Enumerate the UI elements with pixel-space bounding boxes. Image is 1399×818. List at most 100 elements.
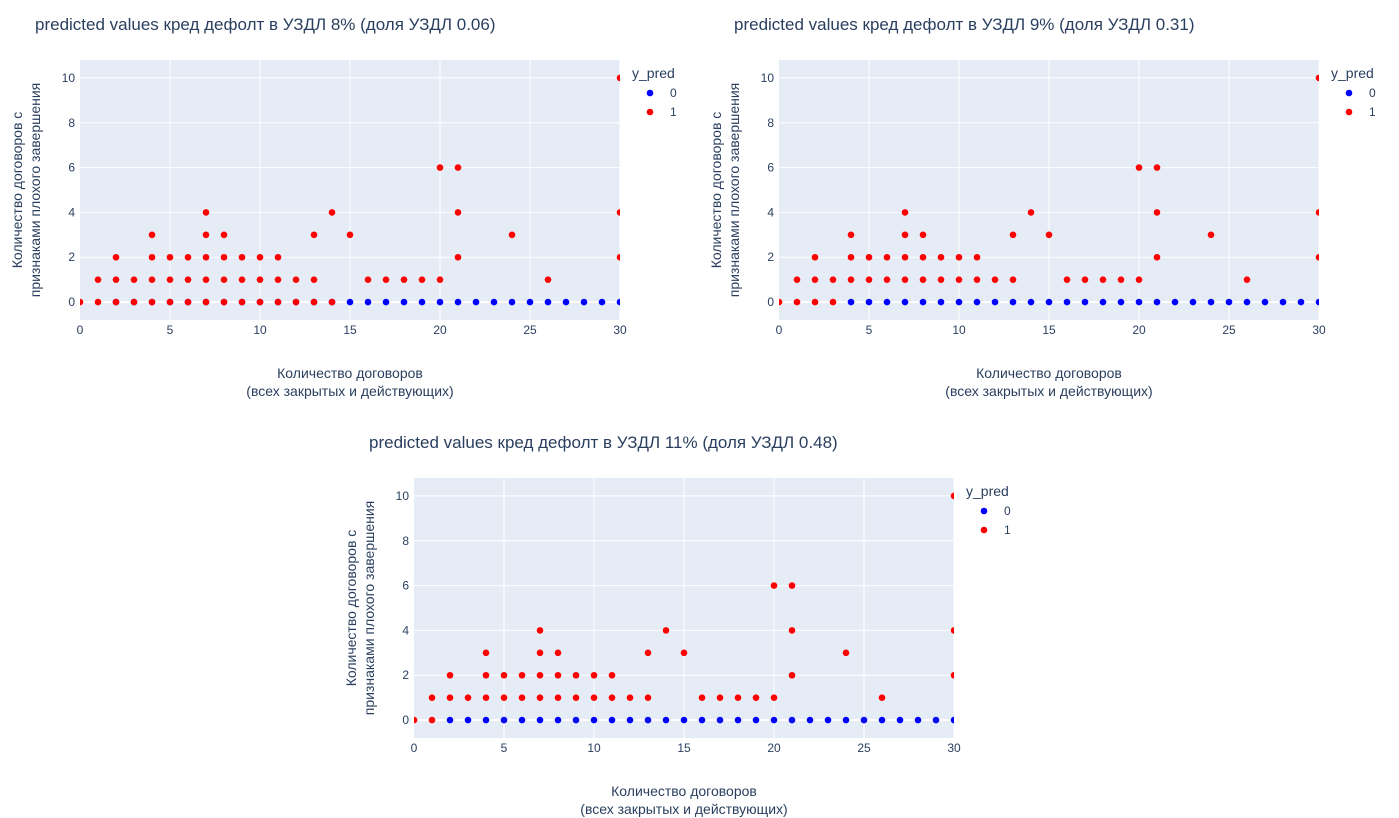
- point-series-1: [770, 582, 778, 589]
- point-series-0: [526, 298, 534, 306]
- point-series-1: [428, 694, 436, 701]
- points-layer: [80, 74, 620, 306]
- y-axis-label: Количество договоров с: [343, 530, 359, 687]
- point-series-1: [865, 253, 873, 261]
- y-tick-label: 10: [62, 71, 76, 85]
- point-series-1: [202, 209, 210, 216]
- point-series-1: [680, 649, 688, 657]
- point-series-1: [554, 649, 562, 657]
- point-series-0: [883, 298, 891, 306]
- y-axis-label: Количество договоров с: [708, 112, 724, 269]
- point-series-1: [202, 276, 210, 283]
- point-series-1: [166, 276, 174, 283]
- point-series-1: [878, 694, 886, 701]
- point-series-0: [734, 716, 742, 724]
- x-tick-label: 25: [523, 323, 537, 337]
- point-series-0: [1045, 298, 1053, 306]
- point-series-1: [1045, 231, 1053, 239]
- point-series-0: [842, 716, 850, 724]
- point-series-0: [1027, 298, 1035, 306]
- legend-label-0: 0: [670, 86, 677, 100]
- point-series-1: [544, 276, 552, 283]
- x-tick-label: 10: [253, 323, 267, 337]
- point-series-1: [734, 694, 742, 701]
- point-series-0: [464, 716, 472, 724]
- point-series-1: [937, 276, 945, 283]
- point-series-1: [346, 231, 354, 239]
- x-tick-label: 10: [587, 741, 601, 755]
- y-tick-label: 4: [402, 623, 409, 637]
- point-series-0: [1207, 298, 1215, 306]
- point-series-1: [955, 253, 963, 261]
- point-series-0: [1189, 298, 1197, 306]
- legend-marker-1: [646, 108, 654, 116]
- point-series-1: [184, 276, 192, 283]
- point-series-1: [148, 253, 156, 261]
- point-series-0: [770, 716, 778, 724]
- point-series-1: [518, 671, 526, 679]
- point-series-1: [1009, 231, 1017, 239]
- legend-title: y_pred: [632, 65, 675, 81]
- legend-title: y_pred: [966, 483, 1009, 499]
- point-series-1: [554, 694, 562, 701]
- point-series-1: [148, 298, 156, 306]
- x-tick-label: 5: [167, 323, 174, 337]
- point-series-1: [310, 298, 318, 306]
- x-tick-label: 0: [77, 323, 84, 337]
- point-series-0: [626, 716, 634, 724]
- point-series-1: [464, 694, 472, 701]
- point-series-1: [793, 276, 801, 283]
- point-series-0: [1063, 298, 1071, 306]
- point-series-1: [112, 253, 120, 261]
- point-series-1: [482, 671, 490, 679]
- point-series-0: [544, 298, 552, 306]
- point-series-1: [328, 209, 336, 216]
- point-series-0: [508, 298, 516, 306]
- point-series-1: [238, 276, 246, 283]
- point-series-0: [1279, 298, 1287, 306]
- x-tick-label: 20: [767, 741, 781, 755]
- point-series-1: [1081, 276, 1089, 283]
- point-series-0: [896, 716, 904, 724]
- y-tick-label: 8: [68, 116, 75, 130]
- point-series-0: [878, 716, 886, 724]
- x-tick-label: 15: [343, 323, 357, 337]
- point-series-1: [901, 209, 909, 216]
- x-tick-label: 5: [501, 741, 508, 755]
- legend-marker-0: [1345, 89, 1353, 97]
- point-series-1: [811, 298, 819, 306]
- x-axis-label: (всех закрытых и действующих): [246, 383, 453, 399]
- point-series-1: [1315, 209, 1319, 216]
- point-series-1: [1135, 164, 1143, 171]
- point-series-1: [950, 627, 954, 634]
- point-series-0: [382, 298, 390, 306]
- point-series-0: [698, 716, 706, 724]
- point-series-1: [256, 253, 264, 261]
- x-tick-label: 20: [1132, 323, 1146, 337]
- point-series-1: [184, 253, 192, 261]
- point-series-0: [919, 298, 927, 306]
- point-series-1: [973, 253, 981, 261]
- point-series-0: [346, 298, 354, 306]
- point-series-0: [1081, 298, 1089, 306]
- x-axis-label: (всех закрытых и действующих): [580, 801, 787, 817]
- y-tick-label: 0: [402, 713, 409, 727]
- point-series-1: [184, 298, 192, 306]
- point-series-1: [166, 253, 174, 261]
- point-series-1: [829, 276, 837, 283]
- x-axis-label: Количество договоров: [976, 365, 1122, 381]
- y-axis-label: Количество договоров с: [9, 112, 25, 269]
- point-series-0: [662, 716, 670, 724]
- x-tick-label: 30: [1312, 323, 1326, 337]
- point-series-0: [752, 716, 760, 724]
- point-series-1: [616, 209, 620, 216]
- point-series-1: [310, 231, 318, 239]
- y-tick-label: 4: [68, 205, 75, 219]
- point-series-1: [770, 694, 778, 701]
- point-series-1: [608, 694, 616, 701]
- point-series-1: [811, 253, 819, 261]
- point-series-0: [1153, 298, 1161, 306]
- legend-label-1: 1: [1369, 105, 1376, 119]
- point-series-1: [616, 74, 620, 82]
- point-series-1: [991, 276, 999, 283]
